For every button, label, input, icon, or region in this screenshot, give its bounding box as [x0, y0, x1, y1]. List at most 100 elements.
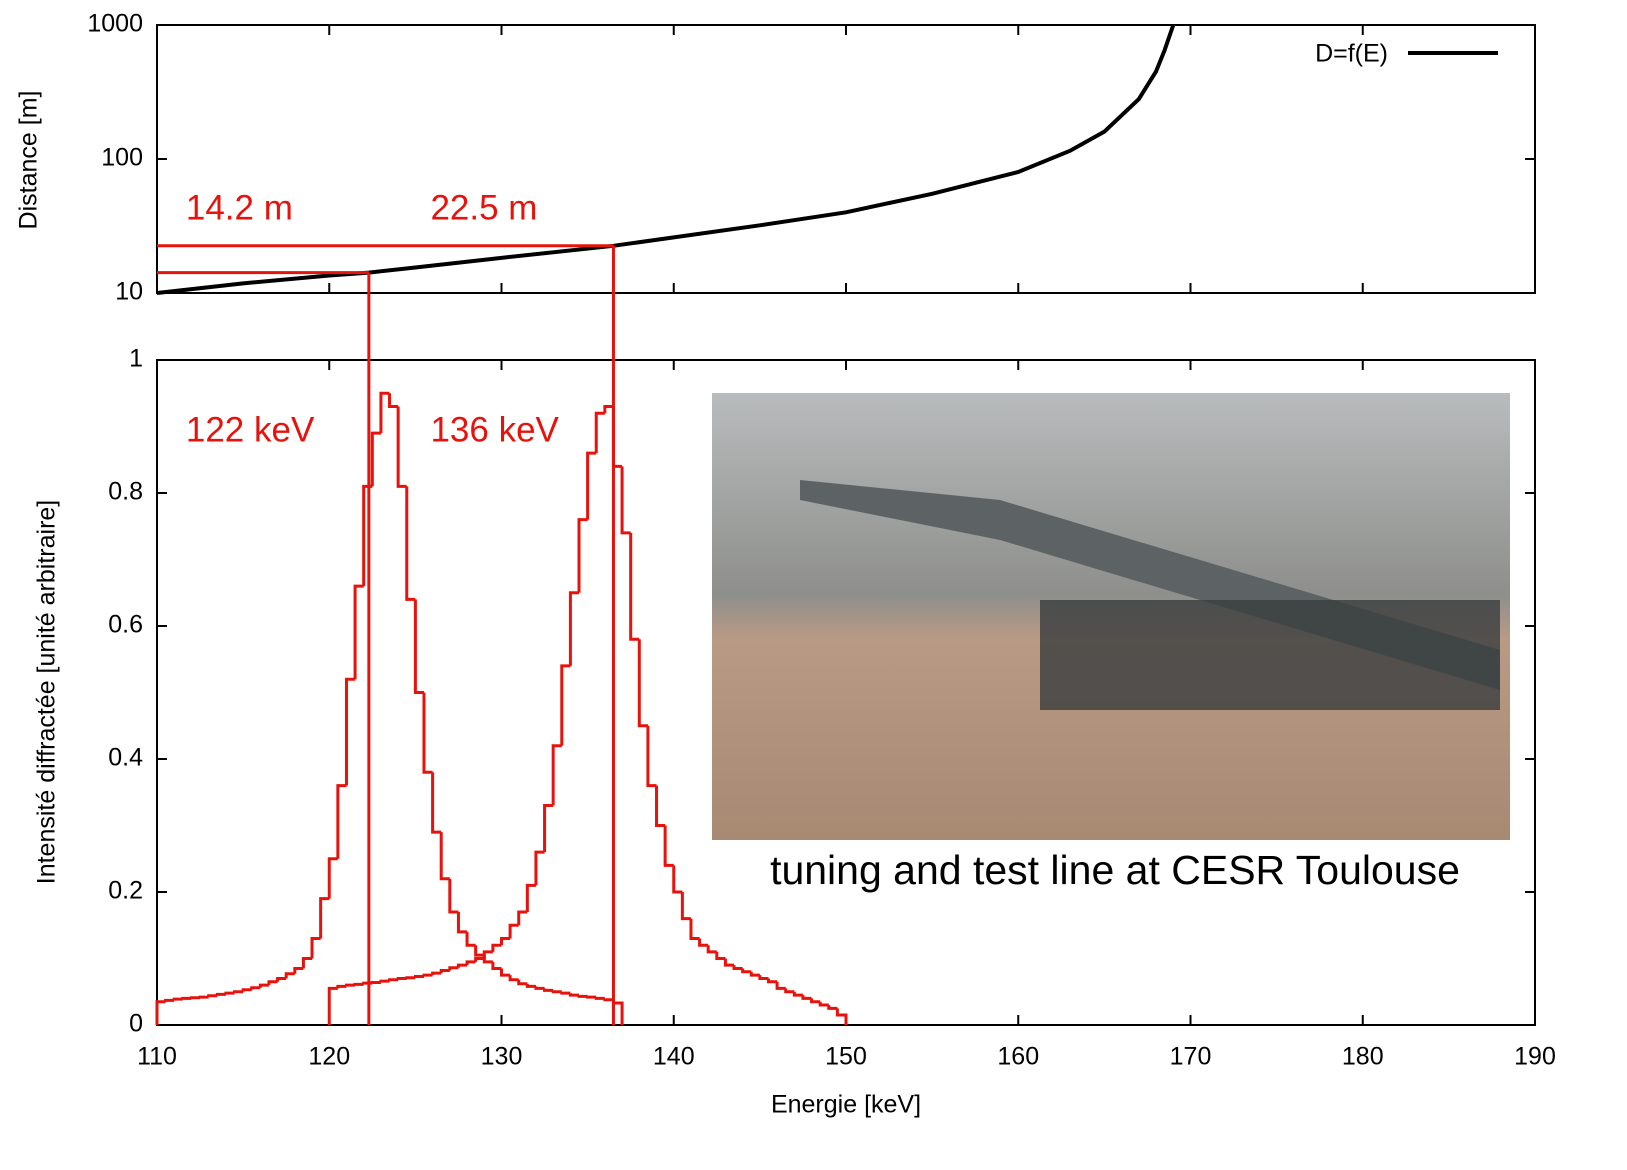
- histogram-bin: [370, 980, 381, 984]
- marker-label: 22.5 m: [430, 188, 537, 227]
- histogram-bin: [749, 971, 760, 977]
- histogram-bin: [413, 599, 424, 694]
- histogram-bin: [465, 960, 476, 966]
- legend-label: D=f(E): [1315, 40, 1388, 68]
- histogram-bin: [233, 990, 244, 994]
- histogram-bin: [801, 995, 812, 1000]
- caption: tuning and test line at CESR Toulouse: [770, 847, 1460, 893]
- y-tick-label: 0.2: [108, 877, 143, 905]
- histogram-bin: [189, 996, 201, 1000]
- histogram-bin: [577, 518, 588, 593]
- histogram-bin: [413, 974, 424, 978]
- histogram-bin: [586, 451, 597, 520]
- y-tick-label: 0.6: [108, 611, 143, 639]
- histogram-bin: [474, 945, 485, 957]
- histogram-bin: [448, 966, 459, 971]
- x-tick-label: 170: [1170, 1043, 1212, 1071]
- histogram-bin: [293, 966, 304, 974]
- histogram-bin: [207, 994, 218, 998]
- histogram-bin: [258, 983, 269, 988]
- histogram-bin: [439, 968, 450, 974]
- histogram-bin: [388, 393, 399, 409]
- histogram-bin: [284, 972, 295, 979]
- histogram-bin: [689, 918, 700, 941]
- histogram-bin: [706, 945, 717, 954]
- histogram-bin: [456, 963, 468, 968]
- histogram-bin: [810, 998, 821, 1004]
- histogram-bin: [672, 865, 683, 894]
- histogram-bin: [379, 979, 390, 983]
- data-line: [156, 24, 1176, 295]
- marker-label: 122 keV: [186, 410, 315, 449]
- histogram-bin: [164, 998, 175, 1002]
- histogram-bin: [543, 804, 554, 853]
- histogram-bin: [603, 998, 614, 1002]
- histogram-bin: [698, 938, 709, 947]
- x-tick-label: 180: [1342, 1043, 1384, 1071]
- histogram-bin: [732, 965, 743, 970]
- histogram-bin: [215, 992, 226, 996]
- histogram-bin: [422, 973, 433, 977]
- histogram-bin: [784, 988, 795, 994]
- y-tick-label: 0.8: [108, 478, 143, 506]
- histogram-bin: [525, 983, 536, 988]
- histogram-bin: [181, 996, 192, 1000]
- histogram-bin: [646, 725, 657, 788]
- histogram-bin: [534, 850, 545, 886]
- histogram-bin: [534, 986, 545, 990]
- histogram-bin: [818, 1001, 829, 1007]
- x-tick-label: 130: [481, 1043, 523, 1071]
- histogram-bin: [723, 958, 735, 967]
- histogram-bin: [551, 744, 562, 806]
- x-tick-label: 160: [997, 1043, 1039, 1071]
- histogram-bin: [568, 591, 580, 666]
- histogram-bin: [741, 968, 752, 974]
- histogram-bin: [396, 406, 407, 488]
- histogram-bin: [336, 984, 347, 989]
- histogram-bin: [310, 937, 321, 959]
- histogram-bin: [603, 405, 614, 414]
- y-tick-label: 100: [101, 144, 143, 172]
- histogram-bin: [491, 961, 502, 970]
- y-tick-label: 10: [115, 278, 143, 306]
- histogram-bin: [491, 943, 502, 952]
- histogram-bin: [663, 825, 674, 867]
- histogram-bin: [405, 976, 416, 980]
- histogram-bin: [766, 978, 778, 984]
- histogram-bin: [353, 982, 364, 986]
- histogram-bin: [241, 988, 252, 992]
- histogram-bin: [758, 975, 769, 980]
- histogram-bin: [431, 772, 442, 834]
- y-axis-label: Intensité diffractée [unité arbitraire]: [33, 500, 61, 884]
- histogram-bin: [827, 1005, 838, 1010]
- marker-label: 136 keV: [430, 410, 559, 449]
- histogram-bin: [792, 991, 803, 997]
- histogram-bin: [344, 983, 356, 987]
- histogram-bin: [637, 639, 648, 728]
- histogram-bin: [508, 975, 519, 982]
- histogram-bin: [655, 785, 666, 827]
- histogram-bin: [172, 997, 183, 1001]
- photo: [712, 393, 1510, 840]
- x-axis-label: Energie [keV]: [771, 1091, 921, 1119]
- histogram-bin: [508, 923, 519, 939]
- histogram-bin: [500, 968, 511, 977]
- histogram-bin: [327, 986, 338, 1025]
- histogram-bin: [456, 911, 468, 934]
- histogram-bin: [388, 978, 399, 982]
- histogram-bin: [586, 995, 597, 999]
- histogram-bin: [517, 910, 528, 926]
- histogram-bin: [336, 784, 347, 859]
- histogram-bin: [250, 986, 261, 990]
- histogram-bin: [396, 976, 407, 980]
- y-tick-label: 1: [129, 345, 143, 373]
- histogram-bin: [577, 994, 588, 998]
- histogram-bin: [353, 584, 364, 680]
- histogram-bin: [500, 937, 511, 946]
- y-tick-label: 0: [129, 1010, 143, 1038]
- histogram-bin: [155, 1000, 166, 1025]
- histogram-bin: [775, 981, 786, 990]
- histogram-bin: [560, 664, 571, 746]
- histogram-bin: [680, 892, 691, 921]
